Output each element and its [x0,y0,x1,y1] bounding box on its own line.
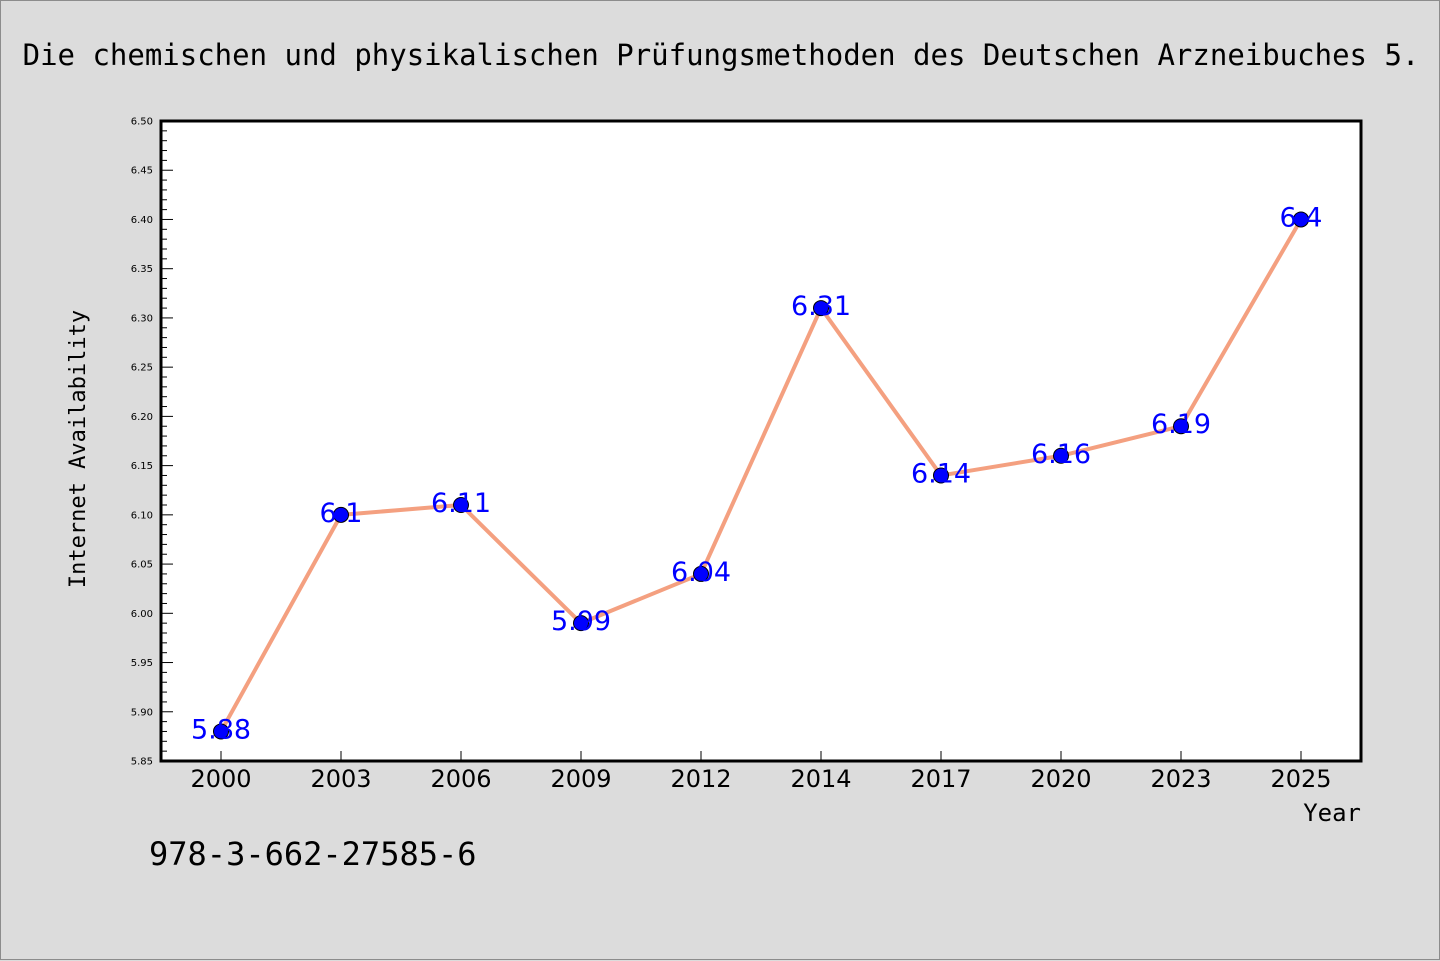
y-tick-label: 6.00 [131,609,153,620]
x-axis: 2000 2003 2006 2009 2012 2014 2017 2020 2023 2025 [190,751,1332,793]
x-tick-label: 2012 [670,765,731,793]
data-point [693,565,709,582]
y-tick-label: 6.05 [131,560,153,571]
y-tick-label: 5.85 [131,757,153,768]
y-tick-label: 6.20 [131,412,153,423]
y-axis: 5.85 5.90 5.95 6.00 6.05 6.10 6.15 6.20 6.25 6.30… [131,117,173,768]
x-tick-label: 2000 [190,765,251,793]
x-tick-label: 2003 [310,765,371,793]
data-point [813,300,829,317]
data-label: 6.14 [911,458,971,489]
footnote-isbn: 978-3-662-27585-6 [149,835,477,873]
data-label: 6.1 [320,498,363,529]
y-tick-label: 6.15 [131,461,153,472]
y-tick-label: 6.25 [131,363,153,374]
data-label: 6.04 [671,557,731,588]
series-line [219,218,1303,733]
data-point [573,615,589,632]
data-label: 6.16 [1031,439,1091,470]
data-point [333,506,349,523]
x-tick-label: 2006 [430,765,491,793]
y-tick-label: 6.50 [131,117,153,128]
data-label: 5.88 [191,714,251,745]
x-tick-label: 2023 [1150,765,1211,793]
x-tick-label: 2009 [550,765,611,793]
series-markers [213,211,1309,740]
y-tick-label: 6.45 [131,166,153,177]
x-tick-label: 2020 [1030,765,1091,793]
data-point [1053,447,1069,464]
data-label: 6.11 [431,488,491,519]
x-tick-label: 2014 [790,765,851,793]
y-tick-label: 5.95 [131,658,153,669]
data-point [213,723,229,740]
y-tick-label: 6.35 [131,264,153,275]
chart-title: Die chemischen und physikalischen Prüfun… [23,38,1420,72]
y-tick-label: 5.90 [131,707,153,718]
data-labels: 5.88 6.1 6.11 5.99 6.04 6.31 6.14 6.16 6.19 6.4 [191,202,1323,745]
data-label: 6.4 [1280,202,1323,233]
x-axis-title: Year [1303,799,1361,827]
y-tick-label: 6.30 [131,313,153,324]
x-tick-label: 2025 [1270,765,1331,793]
data-point [1173,418,1189,435]
y-axis-title: Internet Availability [66,310,91,588]
data-label: 6.31 [791,291,851,322]
data-label: 6.19 [1151,409,1211,440]
data-label: 5.99 [551,606,611,637]
data-point [933,467,949,484]
data-point [1293,211,1309,228]
y-tick-label: 6.10 [131,510,153,521]
y-tick-label: 6.40 [131,215,153,226]
x-tick-label: 2017 [910,765,971,793]
data-point [453,497,469,513]
